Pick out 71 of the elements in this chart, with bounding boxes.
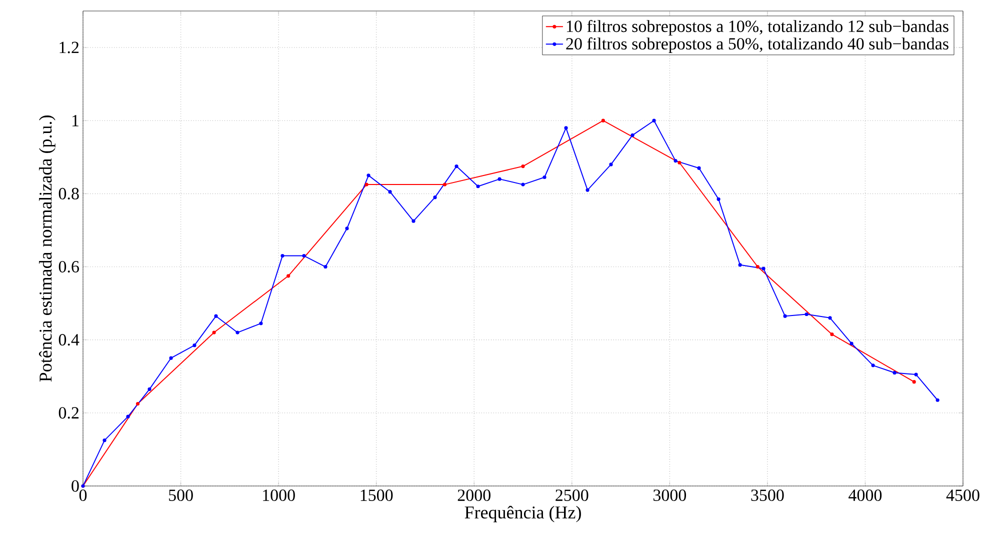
x-tick-label: 3500 xyxy=(751,490,784,501)
point xyxy=(364,182,368,186)
point xyxy=(498,177,502,181)
point xyxy=(697,166,701,170)
legend-label: 20 filtros sobrepostos a 50%, totalizando 40 sub−bandas xyxy=(566,37,948,54)
x-tick-label: 2500 xyxy=(556,490,588,501)
point xyxy=(630,133,634,138)
point xyxy=(442,182,447,186)
y-tick-label: 0.8 xyxy=(58,188,79,200)
point xyxy=(259,322,263,326)
point xyxy=(914,372,918,376)
point xyxy=(521,164,525,168)
y-tick-label: 0.2 xyxy=(58,407,79,419)
x-axis-title: Frequência (Hz) xyxy=(464,506,581,522)
point xyxy=(804,312,808,316)
y-tick-label: 0 xyxy=(72,480,79,492)
point xyxy=(564,126,568,130)
point xyxy=(324,264,328,269)
x-tick-label: 1500 xyxy=(360,490,393,501)
point xyxy=(738,263,742,267)
x-tick-label: 2000 xyxy=(458,490,490,501)
point xyxy=(236,330,240,334)
point xyxy=(126,414,130,418)
point xyxy=(586,188,590,192)
point xyxy=(521,182,525,186)
point xyxy=(601,118,605,122)
point xyxy=(212,330,216,334)
point xyxy=(678,160,682,164)
point xyxy=(214,314,218,318)
point xyxy=(609,162,613,166)
point xyxy=(433,196,437,200)
legend-label: 10 filtros sobrepostos a 10%, totalizando 12 sub−bandas xyxy=(566,20,948,36)
point xyxy=(169,356,173,360)
y-tick-label: 1 xyxy=(72,114,78,126)
y-tick-label: 1.2 xyxy=(60,42,79,54)
point xyxy=(148,387,152,391)
point xyxy=(280,254,284,258)
x-tick-label: 1000 xyxy=(263,490,295,501)
point xyxy=(892,370,896,375)
point xyxy=(388,190,392,194)
point xyxy=(345,226,349,230)
point xyxy=(366,174,370,178)
point xyxy=(936,398,940,402)
x-tick-label: 0 xyxy=(79,490,87,501)
point xyxy=(136,402,140,406)
point xyxy=(674,159,678,163)
point xyxy=(828,316,832,320)
point xyxy=(783,314,787,318)
point xyxy=(192,344,196,348)
y-tick-label: 0.6 xyxy=(58,260,79,273)
point xyxy=(286,274,290,278)
point xyxy=(302,254,306,258)
y-tick-label: 0.4 xyxy=(58,334,80,346)
point xyxy=(542,175,546,180)
x-tick-label: 4500 xyxy=(946,490,980,501)
x-tick-label: 3000 xyxy=(653,490,686,501)
point xyxy=(762,266,766,270)
point xyxy=(912,380,916,384)
x-tick-label: 4000 xyxy=(848,490,882,501)
point xyxy=(102,438,106,442)
point xyxy=(830,332,834,336)
point xyxy=(716,197,720,201)
point xyxy=(850,342,854,346)
point xyxy=(756,264,760,269)
point xyxy=(412,219,416,223)
y-axis-title: Potência estimada normalizada (p.u.) xyxy=(39,116,56,382)
point xyxy=(454,164,458,168)
point xyxy=(476,184,480,188)
point xyxy=(871,364,875,368)
x-tick-label: 500 xyxy=(169,490,193,501)
point xyxy=(652,118,656,122)
